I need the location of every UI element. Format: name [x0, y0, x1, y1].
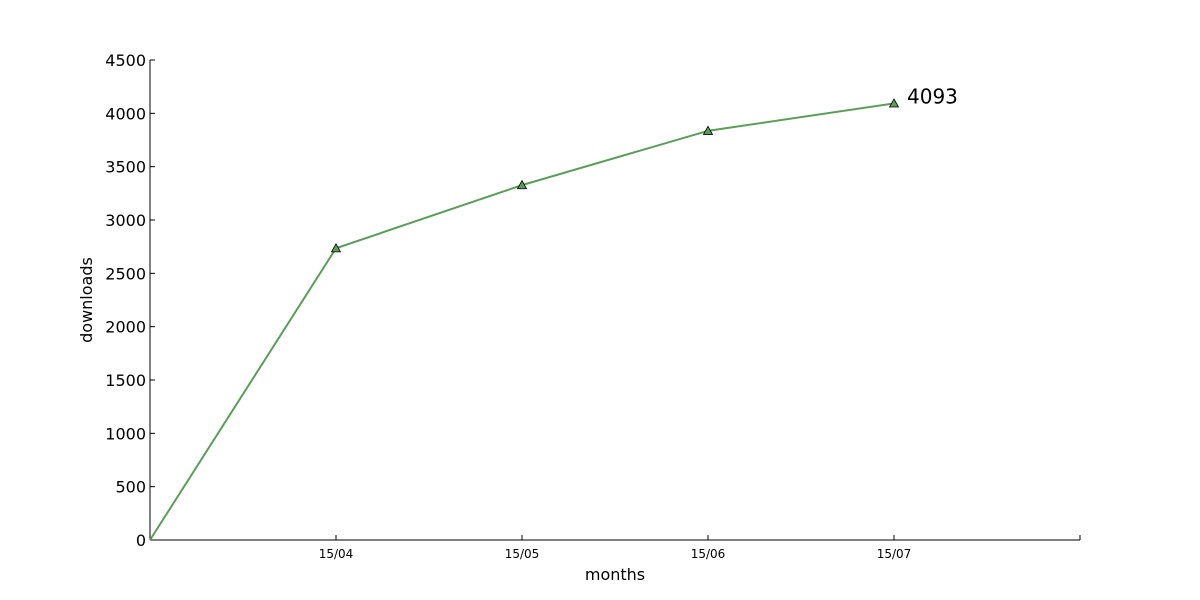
- y-tick-label: 1000: [105, 424, 146, 443]
- data-point-marker: [330, 242, 342, 253]
- data-point-marker: [888, 98, 900, 108]
- x-axis-title: months: [585, 565, 645, 584]
- y-tick-label: 4500: [105, 51, 146, 70]
- series-line: [149, 102, 895, 541]
- series-layer: [149, 98, 900, 541]
- y-tick-label: 500: [115, 478, 146, 497]
- y-axis-title: downloads: [77, 257, 96, 343]
- x-tick-label: 15/07: [877, 547, 912, 561]
- y-tick-label: 3000: [105, 211, 146, 230]
- y-axis-ticks: 0 500 1000 1500 2000 2500 3000 3500 4000 4500: [105, 51, 155, 550]
- y-tick-label: 1500: [105, 371, 146, 390]
- y-tick-label: 3500: [105, 158, 146, 177]
- x-tick-label: 15/06: [691, 547, 726, 561]
- x-tick-label: 15/04: [319, 547, 354, 561]
- y-tick-label: 0: [136, 531, 146, 550]
- y-tick-label: 2000: [105, 318, 146, 337]
- x-axis-ticks: 15/04 15/05 15/06 15/07: [319, 535, 1081, 561]
- x-tick-label: 15/05: [505, 547, 540, 561]
- data-point-marker: [516, 179, 528, 190]
- y-tick-label: 2500: [105, 264, 146, 283]
- y-tick-label: 4000: [105, 104, 146, 123]
- last-value-annotation: 4093: [907, 84, 958, 108]
- data-point-marker: [702, 125, 714, 135]
